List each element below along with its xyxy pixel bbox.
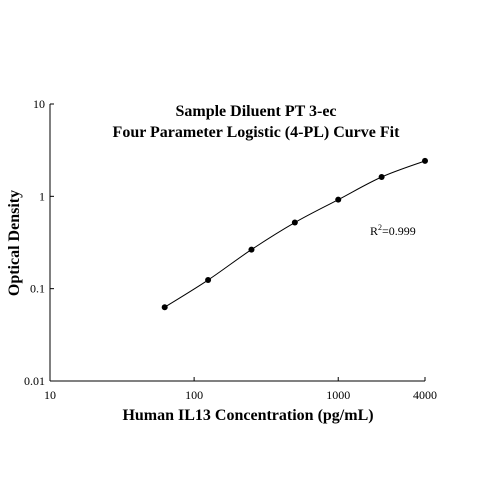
data-point-0: [161, 304, 168, 311]
y-axis-label: Optical Density: [6, 190, 23, 296]
r-squared-prefix: R: [370, 224, 378, 238]
chart-subtitle: Four Parameter Logistic (4-PL) Curve Fit: [113, 124, 401, 141]
data-point-6: [422, 157, 428, 164]
chart-title: Sample Diluent PT 3-ec: [175, 103, 336, 120]
r-squared-annotation: R2=0.999: [370, 223, 416, 238]
axis-ticks: 0.01 0.1 1 10 10 100 1000 4000: [24, 97, 437, 402]
data-point-3: [291, 219, 298, 226]
svg-text:R2=0.999: R2=0.999: [370, 223, 416, 238]
y-tick-label-0: 0.01: [24, 374, 45, 388]
y-tick-label-3: 10: [33, 97, 45, 111]
x-tick-label-2: 1000: [326, 388, 350, 402]
data-point-1: [205, 277, 212, 284]
r-squared-superscript: 2: [378, 223, 382, 232]
x-axis-label: Human IL13 Concentration (pg/mL): [122, 407, 373, 424]
r-squared-value: =0.999: [382, 224, 416, 238]
x-tick-label-1: 100: [185, 388, 203, 402]
data-point-4: [335, 196, 342, 203]
data-point-5: [378, 173, 385, 180]
data-points: [161, 157, 428, 311]
x-tick-label-0: 10: [44, 388, 56, 402]
y-tick-label-1: 0.1: [30, 282, 45, 296]
plot-frame: [49, 104, 425, 382]
y-tick-label-2: 1: [39, 189, 45, 203]
data-point-2: [248, 246, 255, 253]
plot-titles: Sample Diluent PT 3-ec Four Parameter Lo…: [113, 103, 401, 141]
x-tick-label-3: 4000: [413, 388, 437, 402]
